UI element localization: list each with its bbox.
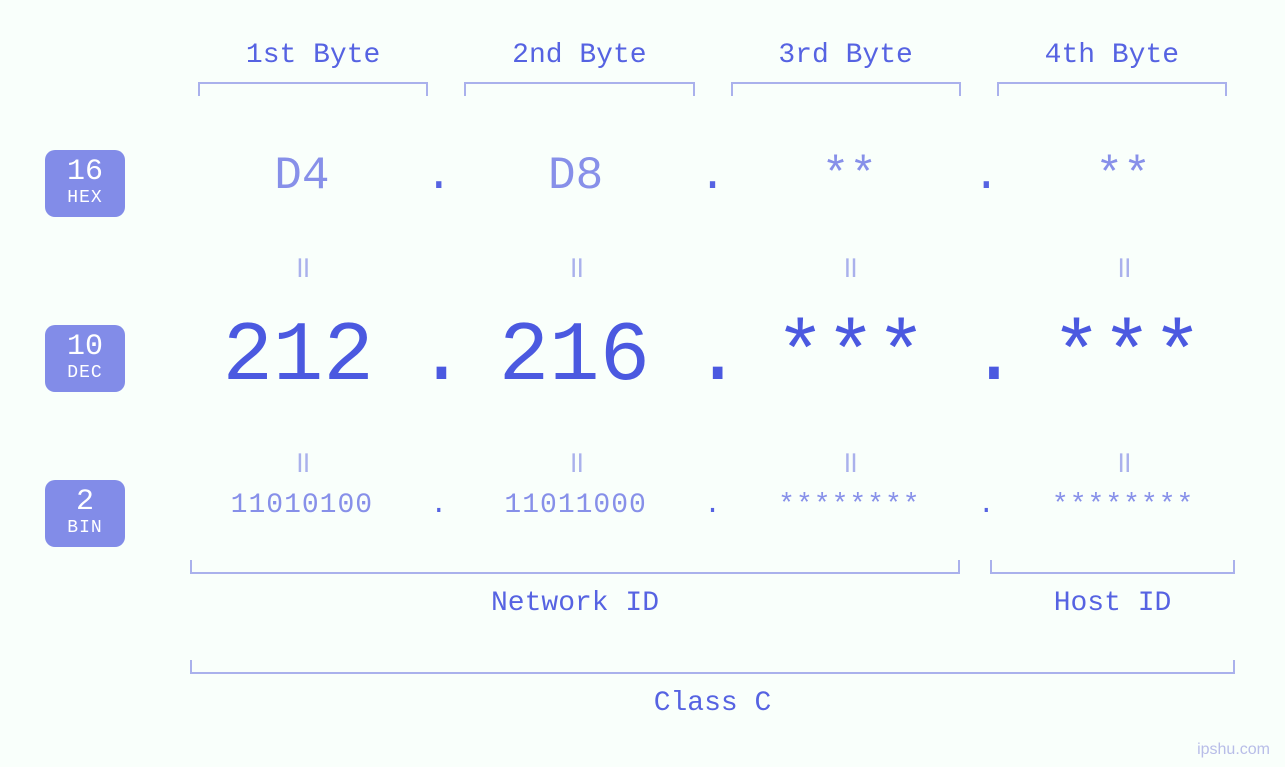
bin-dot-3: . xyxy=(971,490,1001,521)
bracket-byte-3 xyxy=(731,82,961,96)
id-brackets: Network ID Host ID xyxy=(180,560,1245,660)
watermark: ipshu.com xyxy=(1197,741,1270,759)
bracket-byte-4 xyxy=(997,82,1227,96)
eq-1-1: ॥ xyxy=(180,245,424,287)
hex-byte-4: ** xyxy=(1001,150,1245,202)
dec-byte-4: *** xyxy=(1009,310,1245,405)
hex-byte-2: D8 xyxy=(454,150,698,202)
bin-byte-3: ******** xyxy=(728,490,972,521)
dec-byte-1: 212 xyxy=(180,310,416,405)
eq-row-2: ॥ ॥ ॥ ॥ xyxy=(180,440,1245,482)
hex-byte-1: D4 xyxy=(180,150,424,202)
dec-dot-2: . xyxy=(693,310,733,405)
badge-hex-name: HEX xyxy=(45,189,125,209)
eq-2-4: ॥ xyxy=(1001,440,1245,482)
dec-dot-1: . xyxy=(416,310,456,405)
bin-byte-2: 11011000 xyxy=(454,490,698,521)
byte-header-3: 3rd Byte xyxy=(713,40,979,71)
eq-2-1: ॥ xyxy=(180,440,424,482)
byte-headers: 1st Byte 2nd Byte 3rd Byte 4th Byte xyxy=(180,40,1245,71)
bracket-class xyxy=(190,660,1235,674)
badge-dec-num: 10 xyxy=(45,331,125,364)
badge-hex-num: 16 xyxy=(45,156,125,189)
bracket-network-id xyxy=(190,560,960,574)
bin-dot-2: . xyxy=(698,490,728,521)
byte-header-1: 1st Byte xyxy=(180,40,446,71)
badge-bin: 2 BIN xyxy=(45,480,125,547)
eq-2-2: ॥ xyxy=(454,440,698,482)
label-host-id: Host ID xyxy=(990,588,1235,619)
dec-byte-3: *** xyxy=(733,310,969,405)
dec-row: 212 . 216 . *** . *** xyxy=(180,310,1245,405)
hex-dot-3: . xyxy=(971,150,1001,202)
byte-header-4: 4th Byte xyxy=(979,40,1245,71)
bin-byte-1: 11010100 xyxy=(180,490,424,521)
label-network-id: Network ID xyxy=(190,588,960,619)
eq-1-2: ॥ xyxy=(454,245,698,287)
byte-header-2: 2nd Byte xyxy=(446,40,712,71)
badge-dec-name: DEC xyxy=(45,364,125,384)
bracket-byte-1 xyxy=(198,82,428,96)
class-bracket-wrap: Class C xyxy=(180,660,1245,760)
hex-byte-3: ** xyxy=(728,150,972,202)
bin-dot-1: . xyxy=(424,490,454,521)
hex-row: D4 . D8 . ** . ** xyxy=(180,150,1245,202)
label-class: Class C xyxy=(190,688,1235,719)
dec-dot-3: . xyxy=(969,310,1009,405)
byte-brackets-top xyxy=(180,82,1245,102)
eq-row-1: ॥ ॥ ॥ ॥ xyxy=(180,245,1245,287)
bin-byte-4: ******** xyxy=(1001,490,1245,521)
bracket-byte-2 xyxy=(464,82,694,96)
bin-row: 11010100 . 11011000 . ******** . *******… xyxy=(180,490,1245,521)
eq-2-3: ॥ xyxy=(728,440,972,482)
badge-hex: 16 HEX xyxy=(45,150,125,217)
hex-dot-1: . xyxy=(424,150,454,202)
badge-dec: 10 DEC xyxy=(45,325,125,392)
dec-byte-2: 216 xyxy=(456,310,692,405)
eq-1-3: ॥ xyxy=(728,245,972,287)
bracket-host-id xyxy=(990,560,1235,574)
hex-dot-2: . xyxy=(698,150,728,202)
badge-bin-num: 2 xyxy=(45,486,125,519)
badge-bin-name: BIN xyxy=(45,519,125,539)
eq-1-4: ॥ xyxy=(1001,245,1245,287)
